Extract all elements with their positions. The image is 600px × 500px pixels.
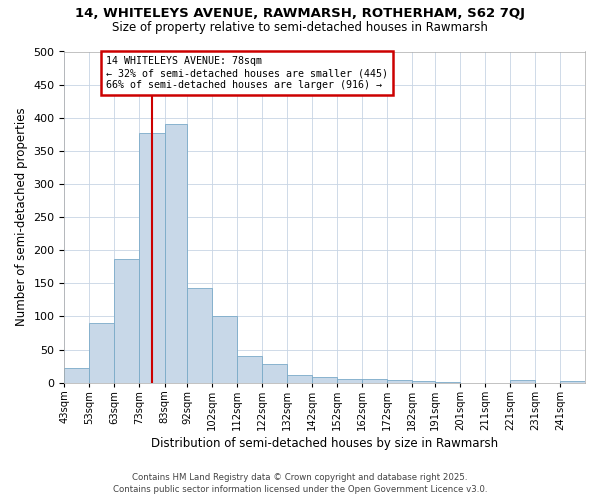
Bar xyxy=(262,364,287,382)
Bar xyxy=(312,378,337,382)
Bar xyxy=(115,259,139,382)
Bar xyxy=(337,379,362,382)
Bar xyxy=(387,380,412,382)
Bar xyxy=(560,380,585,382)
Bar xyxy=(237,356,262,382)
Bar xyxy=(164,124,187,382)
Text: 14 WHITELEYS AVENUE: 78sqm
← 32% of semi-detached houses are smaller (445)
66% o: 14 WHITELEYS AVENUE: 78sqm ← 32% of semi… xyxy=(106,56,388,90)
Bar xyxy=(64,368,89,382)
Bar xyxy=(139,133,164,382)
Bar xyxy=(412,380,435,382)
Bar xyxy=(89,323,115,382)
Bar xyxy=(287,376,312,382)
X-axis label: Distribution of semi-detached houses by size in Rawmarsh: Distribution of semi-detached houses by … xyxy=(151,437,498,450)
Text: Contains HM Land Registry data © Crown copyright and database right 2025.
Contai: Contains HM Land Registry data © Crown c… xyxy=(113,472,487,494)
Bar xyxy=(362,380,387,382)
Bar xyxy=(510,380,535,382)
Text: 14, WHITELEYS AVENUE, RAWMARSH, ROTHERHAM, S62 7QJ: 14, WHITELEYS AVENUE, RAWMARSH, ROTHERHA… xyxy=(75,8,525,20)
Text: Size of property relative to semi-detached houses in Rawmarsh: Size of property relative to semi-detach… xyxy=(112,21,488,34)
Bar xyxy=(212,316,237,382)
Y-axis label: Number of semi-detached properties: Number of semi-detached properties xyxy=(15,108,28,326)
Bar xyxy=(187,288,212,382)
